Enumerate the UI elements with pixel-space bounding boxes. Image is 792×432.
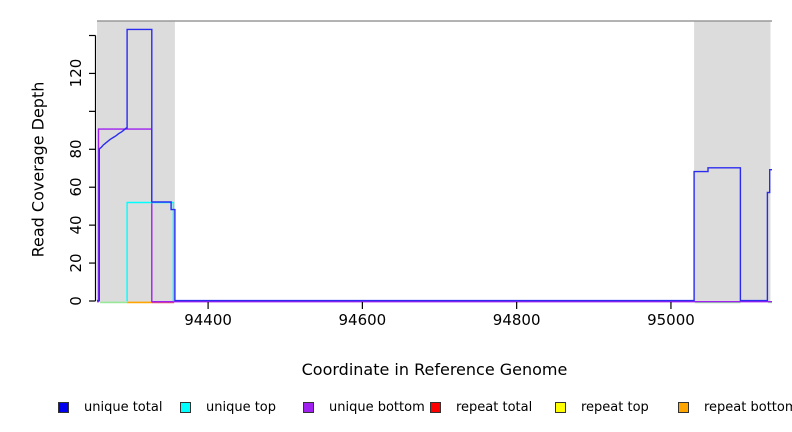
repeat-region-shading	[694, 21, 771, 302]
x-tick-label: 95000	[647, 311, 695, 329]
repeat-region-shading	[97, 21, 175, 302]
x-tick-label: 94800	[492, 311, 541, 329]
y-tick-label: 0	[67, 296, 85, 306]
y-tick-label: 20	[67, 253, 85, 273]
legend-label: unique top	[206, 399, 277, 415]
legend-item-unique-total: unique total	[58, 399, 162, 415]
y-axis-title: Read Coverage Depth	[28, 81, 48, 258]
legend-item-unique-bottom: unique bottom	[303, 399, 425, 415]
repeat-bottom-swatch-icon	[678, 401, 689, 413]
repeat-top-swatch-icon	[555, 401, 566, 413]
legend-label: unique bottom	[329, 399, 425, 415]
y-tick-label: 120	[67, 59, 85, 88]
legend-label: unique total	[84, 399, 163, 415]
x-tick-label: 94600	[338, 311, 387, 329]
coverage-line-unique-top	[126, 201, 175, 302]
coverage-line-unique-bottom	[97, 128, 772, 303]
y-tick-label: 40	[67, 215, 85, 235]
x-axis-title: Coordinate in Reference Genome	[301, 360, 568, 379]
unique-total-swatch-icon	[58, 401, 69, 413]
legend-label: repeat top	[581, 399, 649, 415]
legend: unique total unique top unique bottom re…	[0, 399, 792, 419]
legend-item-repeat-top: repeat top	[555, 399, 649, 415]
legend-item-repeat-bottom: repeat bottom	[678, 399, 792, 415]
legend-item-unique-top: unique top	[180, 399, 276, 415]
coverage-line-unique-total	[97, 28, 772, 302]
unique-bottom-swatch-icon	[303, 401, 314, 413]
repeat-total-swatch-icon	[430, 401, 441, 413]
y-tick-label: 60	[67, 177, 85, 197]
legend-label: repeat total	[456, 399, 533, 415]
y-tick-label: 80	[67, 139, 85, 159]
legend-label: repeat bottom	[704, 399, 792, 415]
unique-top-swatch-icon	[180, 401, 191, 413]
x-tick-label: 94400	[184, 311, 232, 329]
legend-item-repeat-total: repeat total	[430, 399, 532, 415]
